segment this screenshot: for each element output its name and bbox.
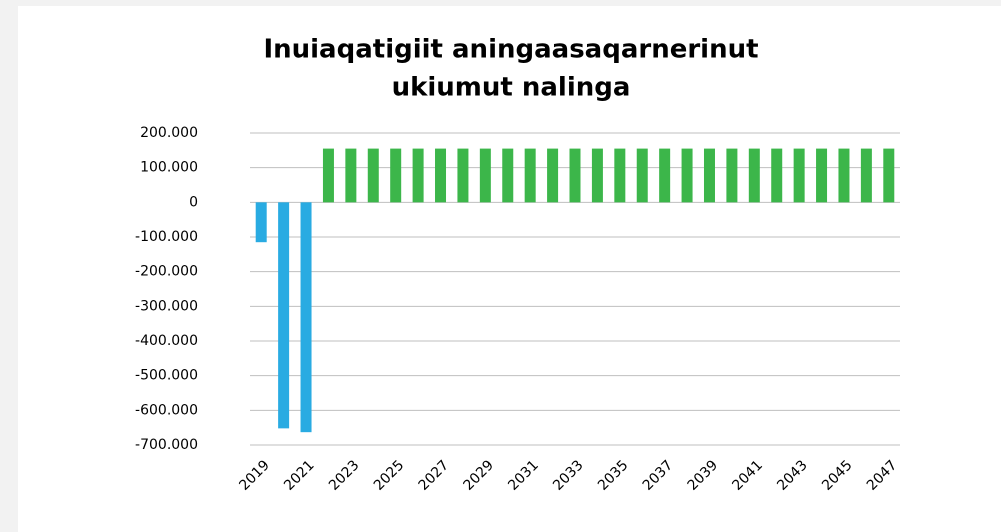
bar bbox=[547, 148, 559, 203]
bar bbox=[636, 148, 648, 203]
bar bbox=[278, 202, 290, 429]
y-tick-label: -600.000 bbox=[135, 402, 198, 418]
bar bbox=[255, 202, 267, 243]
bar bbox=[412, 148, 424, 203]
chart-title: Inuiaqatigiit aningaasaqarnerinut bbox=[263, 35, 758, 65]
y-tick-label: -200.000 bbox=[135, 264, 198, 280]
bar bbox=[345, 148, 357, 203]
bar bbox=[457, 148, 469, 203]
y-tick-label: -700.000 bbox=[135, 437, 198, 453]
bar bbox=[390, 148, 402, 203]
bar bbox=[816, 148, 828, 203]
bar bbox=[748, 148, 760, 203]
bar bbox=[883, 148, 895, 203]
bar bbox=[569, 148, 581, 203]
bar bbox=[793, 148, 805, 203]
bar bbox=[659, 148, 671, 203]
bar bbox=[838, 148, 850, 203]
bar bbox=[300, 202, 312, 433]
y-tick-label: -400.000 bbox=[135, 333, 198, 349]
bar bbox=[771, 148, 783, 203]
bar bbox=[681, 148, 693, 203]
y-tick-label: -100.000 bbox=[135, 229, 198, 245]
bar bbox=[502, 148, 514, 203]
y-tick-label: 0 bbox=[189, 194, 198, 210]
bar bbox=[479, 148, 491, 203]
bar bbox=[322, 148, 334, 203]
bar bbox=[367, 148, 379, 203]
bar bbox=[703, 148, 715, 203]
y-tick-label: 200.000 bbox=[140, 125, 198, 141]
bar bbox=[860, 148, 872, 203]
bar bbox=[726, 148, 738, 203]
y-tick-label: 100.000 bbox=[140, 160, 198, 176]
card bbox=[18, 6, 1001, 532]
bar bbox=[435, 148, 447, 203]
bar bbox=[524, 148, 536, 203]
bar bbox=[591, 148, 603, 203]
bar bbox=[614, 148, 626, 203]
y-tick-label: -300.000 bbox=[135, 298, 198, 314]
chart-title: ukiumut nalinga bbox=[392, 73, 631, 103]
y-tick-label: -500.000 bbox=[135, 368, 198, 384]
